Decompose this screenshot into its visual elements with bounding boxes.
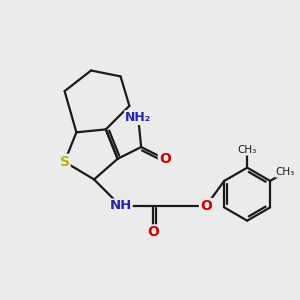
Text: NH₂: NH₂ (125, 111, 151, 124)
Text: O: O (200, 199, 212, 213)
Text: NH: NH (110, 200, 132, 212)
Text: O: O (147, 225, 159, 239)
Text: CH₃: CH₃ (276, 167, 295, 177)
Text: CH₃: CH₃ (238, 145, 257, 155)
Text: S: S (60, 155, 70, 169)
Text: O: O (159, 152, 171, 166)
